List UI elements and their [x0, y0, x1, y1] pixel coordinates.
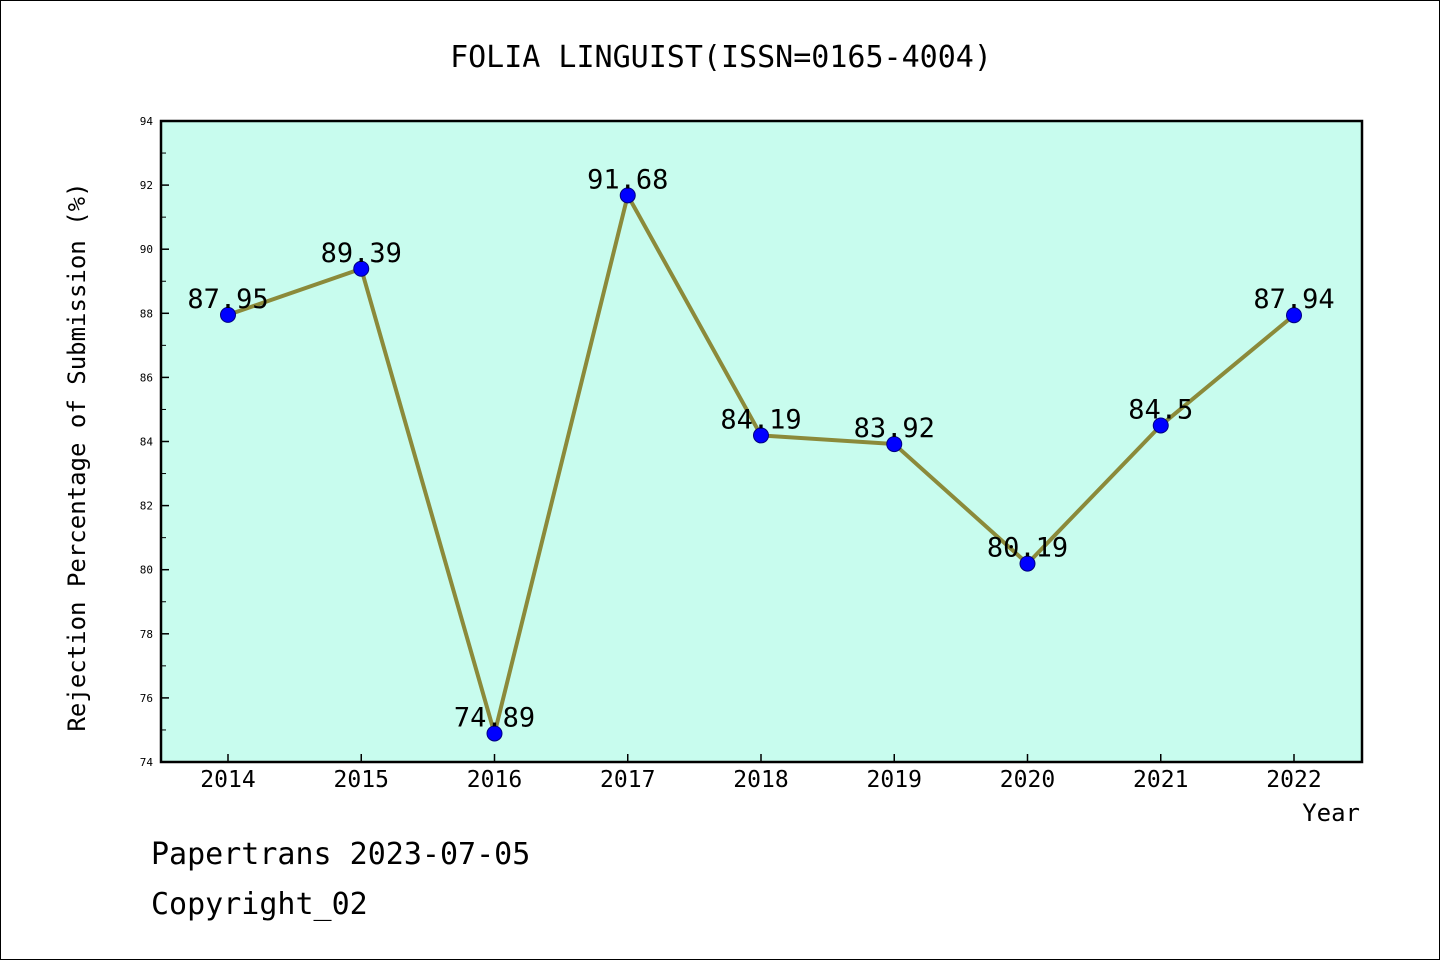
data-label: 89.39 [321, 238, 402, 269]
x-axis-label: Year [1302, 799, 1360, 827]
x-tick-label: 2016 [467, 767, 522, 793]
data-point [753, 427, 769, 444]
data-point [220, 306, 236, 323]
data-label: 91.68 [587, 164, 668, 195]
data-labels: 87.95 89.39 74.89 91.68 84.19 83.92 80.19 84.5 8… [187, 164, 1334, 733]
data-label: 87.95 [187, 284, 268, 315]
y-tick-label: 88 [140, 307, 153, 320]
y-tick-label: 82 [140, 500, 153, 513]
data-point [486, 725, 503, 742]
data-point [353, 260, 370, 277]
x-tick-label: 2018 [733, 767, 788, 793]
x-tick-label: 2015 [334, 767, 389, 793]
x-tick-label: 2019 [867, 767, 922, 793]
x-tick-label: 2014 [200, 767, 255, 793]
y-tick-label: 90 [140, 243, 153, 256]
y-tick-label: 78 [140, 628, 153, 641]
x-tick-label: 2022 [1266, 767, 1321, 793]
x-axis: 2014 2015 2016 2017 2018 2019 2020 2021 2022 [200, 754, 1322, 793]
data-label: 87.94 [1253, 284, 1334, 315]
data-label: 84.5 [1128, 394, 1193, 425]
y-tick-label: 84 [140, 436, 154, 449]
data-point [1286, 307, 1302, 324]
data-label: 74.89 [454, 702, 535, 733]
y-tick-label: 80 [140, 564, 153, 577]
footer-copyright: Copyright_02 [151, 887, 368, 922]
chart-title: FOLIA LINGUIST(ISSN=0165-4004) [450, 40, 992, 75]
data-label: 84.19 [720, 404, 801, 435]
series-group [220, 187, 1302, 742]
y-tick-label: 76 [140, 692, 153, 705]
data-point [619, 187, 636, 204]
data-point [1152, 417, 1169, 434]
data-label: 83.92 [854, 413, 935, 444]
y-tick-label: 86 [140, 371, 153, 384]
data-point [1019, 555, 1036, 572]
y-tick-label: 92 [140, 179, 153, 192]
data-label: 80.19 [987, 533, 1068, 564]
x-tick-label: 2020 [1000, 767, 1055, 793]
y-tick-label: 94 [140, 115, 154, 128]
x-tick-label: 2017 [600, 767, 655, 793]
y-axis: 74 76 78 80 82 84 86 88 90 92 94 [140, 115, 169, 769]
footer-source: Papertrans 2023-07-05 [151, 837, 531, 872]
x-tick-label: 2021 [1133, 767, 1188, 793]
y-tick-label: 74 [140, 756, 154, 769]
y-axis-label: Rejection Percentage of Submission (%) [63, 182, 91, 731]
data-point [886, 436, 903, 453]
